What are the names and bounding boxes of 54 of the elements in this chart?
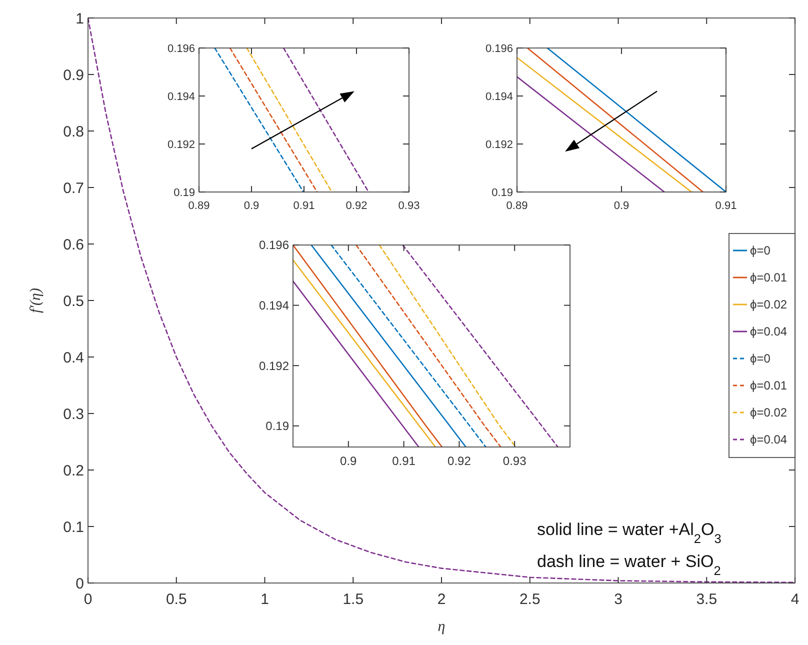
x-tick-label: 1.5 [342, 591, 364, 608]
x-tick-label: 3 [614, 591, 622, 608]
x-tick-label: 0.89 [506, 200, 528, 212]
y-tick-label: 0.2 [63, 462, 84, 480]
y-tick-label: 0.19 [492, 186, 513, 199]
x-tick-label: 0.93 [502, 454, 527, 468]
y-tick-label: 0.196 [485, 42, 513, 55]
y-tick-label: 0.5 [63, 292, 84, 310]
x-tick-label: 2 [437, 591, 446, 608]
y-axis-title: f′(η) [28, 288, 44, 313]
legend-label: ϕ=0 [750, 352, 771, 366]
y-tick-label: 0.6 [63, 236, 84, 254]
x-axis-title: η [438, 619, 446, 635]
legend-label: ϕ=0.04 [750, 432, 788, 447]
y-tick-label: 0.194 [258, 298, 290, 312]
line-series [88, 18, 795, 583]
y-tick-label: 0.4 [63, 349, 84, 366]
x-tick-label: 0.93 [398, 200, 420, 212]
y-tick-label: 0.192 [258, 358, 290, 373]
annotation: solid line = water +Al$_{2}$O$_{3}$ [537, 520, 722, 546]
y-tick-label: 1 [76, 10, 84, 28]
x-tick-label: 0.89 [188, 200, 210, 212]
x-tick-label: 2.5 [519, 591, 540, 608]
legend-label: ϕ=0.02 [750, 298, 788, 312]
x-tick-label: 0.91 [715, 200, 737, 212]
y-tick-label: 0.19 [266, 419, 290, 434]
x-tick-label: 0.91 [392, 454, 416, 468]
legend-label: ϕ=0.04 [750, 324, 788, 339]
legend-label: ϕ=0.02 [750, 406, 788, 420]
x-tick-label: 0.91 [293, 200, 315, 212]
x-tick-label: 0.92 [346, 200, 368, 212]
x-tick-label: 3.5 [696, 591, 718, 608]
y-tick-label: 0.196 [167, 42, 195, 55]
y-tick-label: 0.192 [167, 138, 195, 151]
legend-label: ϕ=0 [750, 244, 771, 258]
x-tick-label: 0.92 [448, 454, 472, 468]
y-tick-label: 0.194 [485, 90, 513, 103]
y-tick-label: 0.194 [167, 90, 195, 103]
legend-label: ϕ=0.01 [750, 270, 788, 285]
y-tick-label: 0.192 [485, 138, 513, 151]
y-tick-label: 0.3 [63, 406, 84, 423]
y-tick-label: 0.1 [63, 518, 84, 536]
y-tick-label: 0.19 [174, 186, 195, 199]
x-tick-label: 0.9 [614, 200, 630, 212]
legend-label: ϕ=0.01 [750, 378, 788, 393]
y-tick-label: 0 [76, 575, 84, 592]
x-tick-label: 4 [790, 591, 800, 608]
annotation: dash line = water + SiO$_{2}$ [537, 552, 721, 578]
y-tick-label: 0.7 [63, 180, 84, 197]
y-tick-label: 0.196 [258, 238, 290, 252]
x-tick-label: 0.9 [340, 454, 358, 468]
x-tick-label: 0.9 [244, 200, 260, 212]
y-tick-label: 0.9 [63, 66, 84, 84]
y-tick-label: 0.8 [63, 123, 84, 140]
